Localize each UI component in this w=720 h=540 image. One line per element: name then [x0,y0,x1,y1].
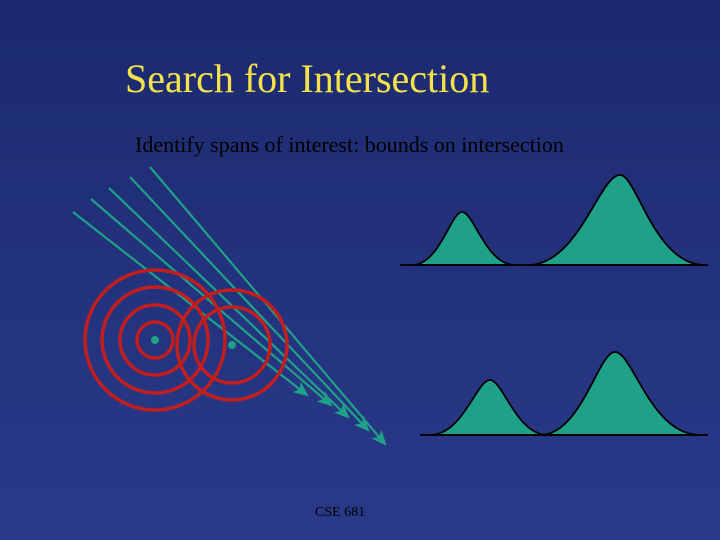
hills-top-bump-0 [412,212,515,265]
ray-1 [91,199,331,405]
ray-lines [73,167,385,444]
hills-bottom-bump-0 [430,380,548,435]
slide-title: Search for Intersection [125,55,489,102]
circle-0-2 [120,305,190,375]
circle-0-0 [85,270,225,410]
circle-center-0 [151,336,159,344]
ray-4 [150,167,385,444]
circle-0-1 [102,287,208,393]
hills-top-bump-1 [528,175,705,265]
circle-0-3 [137,322,173,358]
circle-center-1 [228,341,236,349]
slide-subtitle: Identify spans of interest: bounds on in… [135,132,564,158]
hills-bottom [420,352,708,435]
ray-2 [109,188,348,417]
slide-root: Search for Intersection Identify spans o… [0,0,720,540]
hills-bottom-bump-1 [540,352,700,435]
ray-3 [130,177,368,430]
circle-1-1 [194,307,270,383]
target-circles [85,270,287,410]
slide-footer: CSE 681 [315,505,365,521]
hills-top [400,175,708,265]
ray-0 [73,212,307,395]
circle-1-0 [177,290,287,400]
